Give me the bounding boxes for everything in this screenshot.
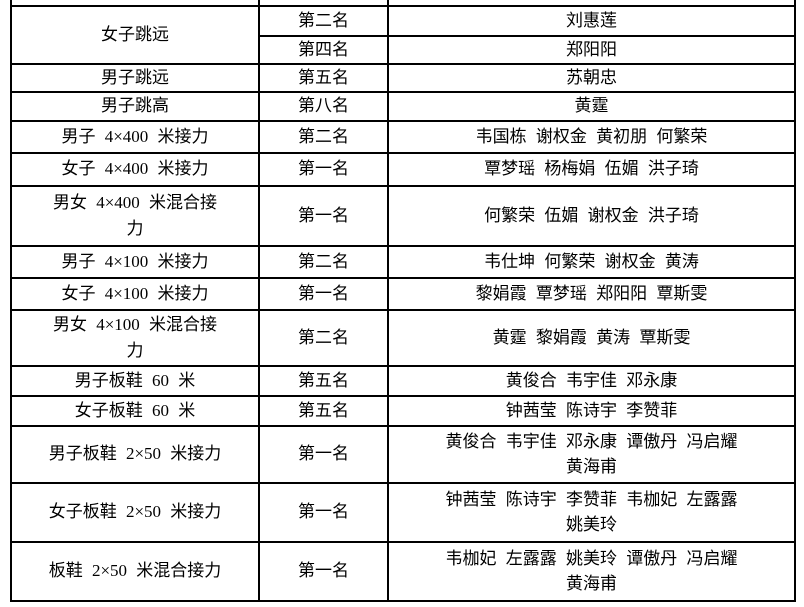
athletes-cell: 苏朝忠 (387, 62, 796, 93)
rank-cell: 第二名 (258, 308, 389, 367)
athletes-cell (387, 0, 796, 7)
table-row: 男子 4×400 米接力 第二名 韦国栋 谢权金 黄初朋 何繁荣 (10, 119, 796, 154)
athletes-cell: 黄霆 黎娟霞 黄涛 覃斯雯 (387, 308, 796, 367)
athletes-cell: 韦国栋 谢权金 黄初朋 何繁荣 (387, 119, 796, 154)
rank-cell: 第一名 (258, 151, 389, 187)
rank-cell: 第一名 (258, 424, 389, 484)
athletes-cell: 刘惠莲 (387, 5, 796, 37)
event-cell: 女子 4×100 米接力 (10, 276, 260, 311)
event-cell: 男子 4×100 米接力 (10, 244, 260, 279)
athletes-cell: 何繁荣 伍媚 谢权金 洪子琦 (387, 184, 796, 247)
table-row: 女子 4×100 米接力 第一名 黎娟霞 覃梦瑶 郑阳阳 覃斯雯 (10, 276, 796, 311)
rank-cell: 第八名 (258, 90, 389, 122)
event-cell: 女子 4×400 米接力 (10, 151, 260, 187)
event-cell: 女子跳远 (10, 5, 260, 65)
table-row: 男子 4×100 米接力 第二名 韦仕坤 何繁荣 谢权金 黄涛 (10, 244, 796, 279)
athletes-cell: 黎娟霞 覃梦瑶 郑阳阳 覃斯雯 (387, 276, 796, 311)
event-cell: 男子 4×400 米接力 (10, 119, 260, 154)
rank-cell: 第二名 (258, 119, 389, 154)
table-row: 女子 4×400 米接力 第一名 覃梦瑶 杨梅娟 伍媚 洪子琦 (10, 151, 796, 187)
athletes-cell: 钟茜莹 陈诗宇 李赞菲 (387, 394, 796, 427)
event-cell: 男子跳高 (10, 90, 260, 122)
event-cell: 男女 4×400 米混合接 力 (10, 184, 260, 247)
table-row: 男女 4×400 米混合接 力 第一名 何繁荣 伍媚 谢权金 洪子琦 (10, 184, 796, 247)
rank-cell: 第五名 (258, 62, 389, 93)
event-cell: 男女 4×100 米混合接 力 (10, 308, 260, 367)
rank-cell: 第一名 (258, 481, 389, 543)
table-row: 男子板鞋 2×50 米接力 第一名 黄俊合 韦宇佳 邓永康 谭傲丹 冯启耀 黄海… (10, 424, 796, 484)
rank-cell (258, 0, 389, 7)
rank-cell: 第二名 (258, 244, 389, 279)
rank-cell: 第四名 (258, 35, 389, 65)
athletes-cell: 黄俊合 韦宇佳 邓永康 谭傲丹 冯启耀 黄海甫 (387, 424, 796, 484)
athletes-cell: 郑阳阳 (387, 35, 796, 65)
rank-cell: 第一名 (258, 276, 389, 311)
rank-cell: 第一名 (258, 540, 389, 602)
event-cell: 板鞋 2×50 米混合接力 (10, 540, 260, 602)
event-cell: 男子板鞋 60 米 (10, 364, 260, 397)
table-row: 男女 4×100 米混合接 力 第二名 黄霆 黎娟霞 黄涛 覃斯雯 (10, 308, 796, 367)
table-row: 女子跳远 第二名 刘惠莲 (10, 5, 796, 65)
athletes-cell: 覃梦瑶 杨梅娟 伍媚 洪子琦 (387, 151, 796, 187)
table-row: 女子板鞋 60 米 第五名 钟茜莹 陈诗宇 李赞菲 (10, 394, 796, 427)
athletes-cell: 韦枷妃 左露露 姚美玲 谭傲丹 冯启耀 黄海甫 (387, 540, 796, 602)
table-row: 男子板鞋 60 米 第五名 黄俊合 韦宇佳 邓永康 (10, 364, 796, 397)
event-cell: 男子跳远 (10, 62, 260, 93)
table-row: 板鞋 2×50 米混合接力 第一名 韦枷妃 左露露 姚美玲 谭傲丹 冯启耀 黄海… (10, 540, 796, 602)
table-row: 男子跳远 第五名 苏朝忠 (10, 62, 796, 93)
table-row: 男子跳高 第八名 黄霆 (10, 90, 796, 122)
event-cell: 男子板鞋 2×50 米接力 (10, 424, 260, 484)
partial-top-row (10, 0, 796, 7)
athletes-cell: 钟茜莹 陈诗宇 李赞菲 韦枷妃 左露露 姚美玲 (387, 481, 796, 543)
results-table: 女子跳远 第二名 刘惠莲 第四名 郑阳阳 男子跳远 第五名 苏朝忠 男子跳高 第… (10, 0, 796, 602)
event-cell (10, 0, 260, 7)
event-cell: 女子板鞋 2×50 米接力 (10, 481, 260, 543)
athletes-cell: 韦仕坤 何繁荣 谢权金 黄涛 (387, 244, 796, 279)
table-row: 女子板鞋 2×50 米接力 第一名 钟茜莹 陈诗宇 李赞菲 韦枷妃 左露露 姚美… (10, 481, 796, 543)
athletes-cell: 黄俊合 韦宇佳 邓永康 (387, 364, 796, 397)
event-cell: 女子板鞋 60 米 (10, 394, 260, 427)
rank-cell: 第二名 (258, 5, 389, 37)
rank-cell: 第一名 (258, 184, 389, 247)
rank-cell: 第五名 (258, 364, 389, 397)
athletes-cell: 黄霆 (387, 90, 796, 122)
rank-cell: 第五名 (258, 394, 389, 427)
